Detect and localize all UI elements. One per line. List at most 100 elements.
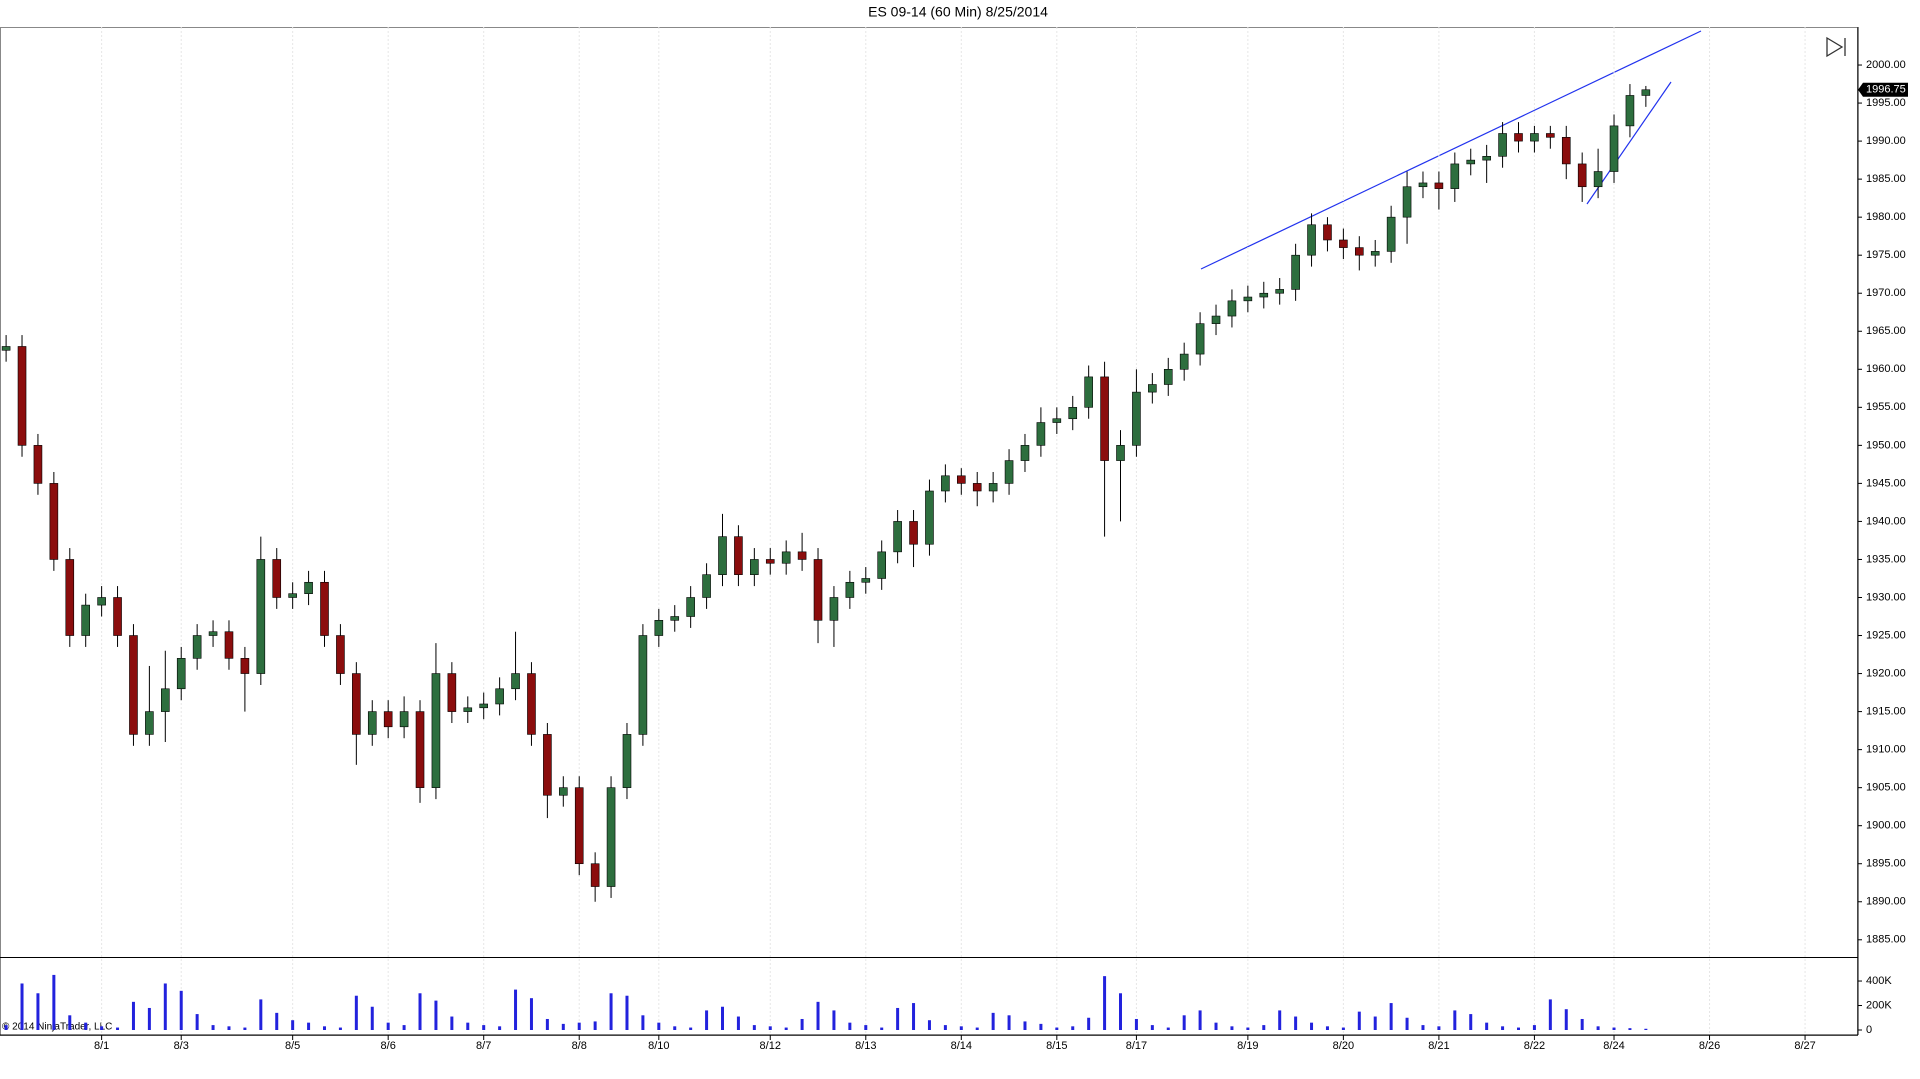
volume-bar [434, 1000, 438, 1030]
volume-bar [450, 1016, 454, 1030]
volume-bar [147, 1007, 151, 1030]
volume-bar [832, 1010, 836, 1030]
y-tick-label: 1980.00 [1866, 211, 1906, 223]
volume-bar [545, 1018, 549, 1030]
volume-bar [1357, 1011, 1361, 1030]
candle-body [145, 711, 154, 735]
candle-body [367, 711, 377, 735]
candle-body [670, 616, 680, 621]
volume-bar [1055, 1027, 1059, 1030]
volume-bar [1405, 1017, 1409, 1030]
candle-body [1195, 323, 1205, 355]
candle-body [813, 559, 823, 621]
candle-body [1530, 133, 1539, 142]
candle-body [1514, 133, 1523, 142]
x-tick-label: 8/17 [1126, 1040, 1147, 1052]
x-tick-label: 8/27 [1794, 1040, 1815, 1052]
candle-body [1227, 300, 1237, 317]
x-tick-label: 8/19 [1237, 1040, 1258, 1052]
candle-body [1450, 163, 1460, 189]
volume-bar [418, 993, 422, 1030]
candle-body [988, 483, 998, 492]
volume-bar [227, 1026, 231, 1030]
y-tick-label: 1885.00 [1866, 934, 1906, 946]
volume-bar [1421, 1025, 1425, 1030]
y-tick-label: 1910.00 [1866, 744, 1906, 756]
candle-body [829, 597, 839, 621]
y-tick-label: 1900.00 [1866, 820, 1906, 832]
candle-body [511, 673, 520, 690]
candle-body [1243, 296, 1253, 302]
candle-body [224, 631, 234, 659]
volume-bar [36, 993, 40, 1030]
candle-body [1355, 247, 1364, 256]
volume-bar [1071, 1026, 1075, 1030]
candle-body [479, 703, 489, 709]
volume-bar [1262, 1025, 1266, 1030]
candle-body [1211, 315, 1221, 324]
candle-body [861, 578, 871, 583]
volume-bar [721, 1006, 724, 1030]
volume-bar [68, 1015, 72, 1030]
volume-bar [1453, 1010, 1457, 1030]
candle-body [622, 734, 632, 788]
candle-body [192, 635, 202, 659]
volume-bar [689, 1027, 693, 1030]
candle-body [256, 559, 266, 674]
volume-bar [1580, 1018, 1584, 1030]
candle-body [1148, 384, 1157, 393]
volume-bar [1039, 1023, 1043, 1030]
volume-bar [752, 1025, 756, 1030]
x-tick-label: 8/7 [476, 1040, 491, 1052]
candle-body [1307, 224, 1316, 256]
candle-body [1609, 125, 1619, 172]
volume-bar [1294, 1016, 1298, 1030]
volume-bar [609, 993, 613, 1030]
candle-body [1179, 353, 1189, 370]
candle-body [941, 475, 950, 492]
x-tick-label: 8/15 [1046, 1040, 1067, 1052]
volume-bar [1501, 1026, 1505, 1030]
volume-bar [131, 1001, 135, 1030]
copyright: © 2014 NinjaTrader, LLC [2, 1022, 112, 1033]
volume-bar [402, 1025, 406, 1030]
scroll-end-button[interactable] [1826, 36, 1846, 58]
candle-body [1370, 251, 1380, 256]
candle-body [1323, 224, 1332, 241]
volume-bar [577, 1022, 581, 1030]
candle-body [1482, 156, 1491, 161]
x-tick-label: 8/12 [760, 1040, 781, 1052]
volume-bar [1373, 1016, 1377, 1030]
candle-body [1116, 445, 1125, 461]
volume-bar [243, 1027, 247, 1030]
candle-body [1275, 289, 1284, 294]
y-tick-label: 1920.00 [1866, 667, 1906, 679]
candle-body [1036, 422, 1046, 446]
volume-bar [370, 1006, 374, 1030]
volume-bar [1198, 1010, 1202, 1030]
candle-body [925, 490, 934, 545]
candle-body [17, 346, 27, 446]
candle-body [893, 521, 902, 553]
x-tick-label: 8/14 [951, 1040, 972, 1052]
candle-body [65, 559, 75, 636]
volume-bar [529, 998, 533, 1030]
volume-bar [641, 1015, 645, 1030]
candle-body [399, 711, 409, 728]
x-tick-label: 8/13 [855, 1040, 876, 1052]
volume-bar [1325, 1026, 1329, 1030]
volume-bar [291, 1020, 295, 1030]
candle-body [558, 787, 568, 796]
candle-body [750, 559, 759, 575]
candle-body [1339, 239, 1348, 248]
volume-bar [1389, 1003, 1393, 1030]
candle-body [527, 673, 536, 735]
volume-bar [880, 1027, 884, 1030]
y-tick-label: 1930.00 [1866, 591, 1906, 603]
candle-body [765, 559, 775, 564]
volume-bar [275, 1012, 279, 1030]
candle-body [1163, 368, 1173, 385]
y-tick-label: 1890.00 [1866, 896, 1906, 908]
candle-body [1418, 182, 1428, 188]
candle-body [1625, 95, 1635, 127]
